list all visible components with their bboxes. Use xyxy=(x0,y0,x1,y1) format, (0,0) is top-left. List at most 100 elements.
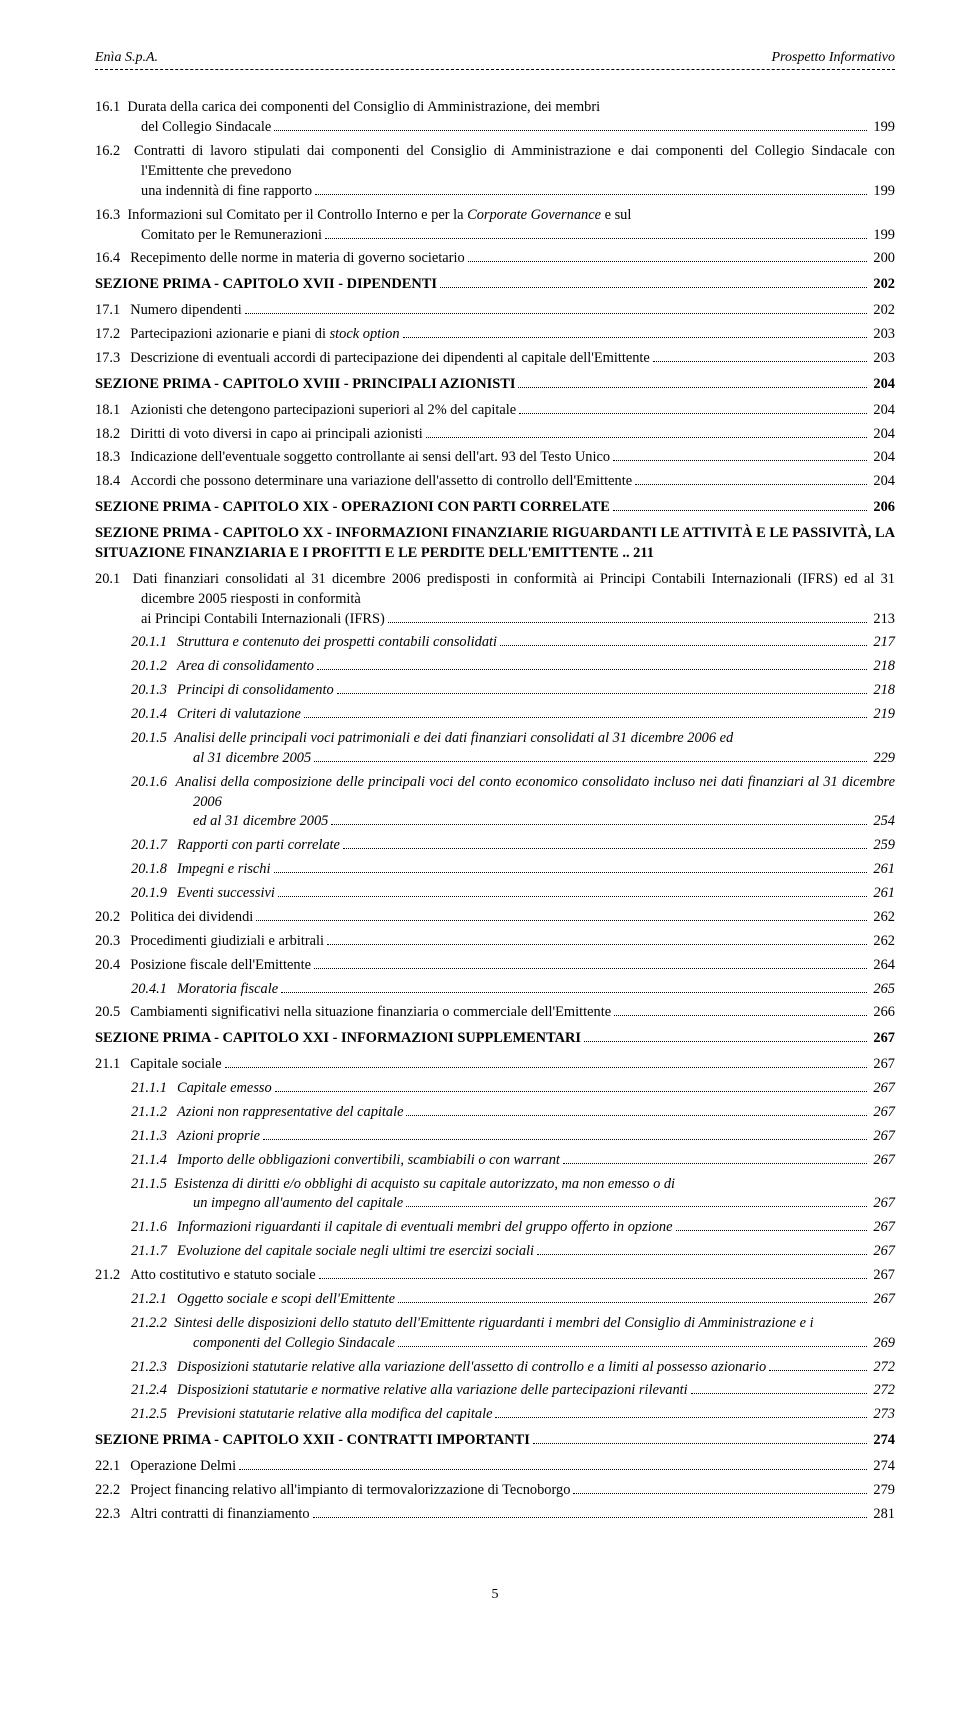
toc-entry: 20.1.1Struttura e contenuto dei prospett… xyxy=(95,633,895,653)
toc-leader xyxy=(537,1254,867,1255)
toc-num: 18.2 xyxy=(95,425,130,445)
toc-text: componenti del Collegio Sindacale xyxy=(193,1334,395,1354)
toc-leader xyxy=(653,361,868,362)
toc-leader xyxy=(613,510,868,511)
toc-page: 213 xyxy=(870,610,895,630)
toc-text: Principi di consolidamento xyxy=(177,681,334,701)
toc-page: 267 xyxy=(870,1194,895,1214)
toc-entry: 20.1.5 Analisi delle principali voci pat… xyxy=(95,729,895,769)
toc-leader xyxy=(769,1370,867,1371)
toc-text: Cambiamenti significativi nella situazio… xyxy=(130,1003,611,1023)
toc-entry: 16.2 Contratti di lavoro stipulati dai c… xyxy=(95,142,895,202)
toc-entry: SEZIONE PRIMA - CAPITOLO XIX - OPERAZION… xyxy=(95,498,895,518)
toc-num: 20.1.8 xyxy=(131,860,177,880)
toc-page: 204 xyxy=(870,401,895,421)
toc-text: Procedimenti giudiziali e arbitrali xyxy=(130,932,324,952)
toc-page: 204 xyxy=(870,472,895,492)
toc-num: 21.2.5 xyxy=(131,1405,177,1425)
table-of-contents: 16.1 Durata della carica dei componenti … xyxy=(95,98,895,1524)
toc-text: Moratoria fiscale xyxy=(177,980,278,1000)
toc-leader xyxy=(315,194,867,195)
toc-entry: 21.1.1Capitale emesso267 xyxy=(95,1079,895,1099)
toc-entry: 18.3Indicazione dell'eventuale soggetto … xyxy=(95,448,895,468)
toc-text: Informazioni riguardanti il capitale di … xyxy=(177,1218,673,1238)
toc-leader xyxy=(225,1067,868,1068)
toc-page: 199 xyxy=(870,182,895,202)
toc-text: Comitato per le Remunerazioni xyxy=(141,226,322,246)
toc-page: 254 xyxy=(870,812,895,832)
toc-page: 272 xyxy=(870,1358,895,1378)
toc-page: 267 xyxy=(870,1055,895,1075)
toc-text: ai Principi Contabili Internazionali (IF… xyxy=(141,610,385,630)
toc-text: un impegno all'aumento del capitale xyxy=(193,1194,403,1214)
toc-entry: 20.1.7Rapporti con parti correlate259 xyxy=(95,836,895,856)
toc-entry: 20.5Cambiamenti significativi nella situ… xyxy=(95,1003,895,1023)
toc-num: 16.2 xyxy=(95,143,120,159)
toc-leader xyxy=(245,313,868,314)
toc-num: 20.1.4 xyxy=(131,705,177,725)
toc-leader xyxy=(337,693,868,694)
toc-num: 22.1 xyxy=(95,1457,130,1477)
toc-page: 204 xyxy=(870,375,895,395)
toc-num: 21.1.6 xyxy=(131,1218,177,1238)
toc-text: Rapporti con parti correlate xyxy=(177,836,340,856)
toc-entry: 21.2.3Disposizioni statutarie relative a… xyxy=(95,1358,895,1378)
toc-num: 21.1.3 xyxy=(131,1127,177,1147)
toc-text: Atto costitutivo e statuto sociale xyxy=(130,1266,315,1286)
toc-page: 267 xyxy=(870,1218,895,1238)
toc-leader xyxy=(343,848,867,849)
toc-text: Politica dei dividendi xyxy=(130,908,253,928)
toc-num: 22.3 xyxy=(95,1505,130,1525)
toc-leader xyxy=(313,1517,868,1518)
toc-page: 259 xyxy=(870,836,895,856)
toc-leader xyxy=(468,261,868,262)
toc-entry: 20.1 Dati finanziari consolidati al 31 d… xyxy=(95,570,895,630)
toc-leader xyxy=(613,460,867,461)
toc-entry: 16.4Recepimento delle norme in materia d… xyxy=(95,249,895,269)
toc-leader xyxy=(239,1469,867,1470)
toc-page: 281 xyxy=(870,1505,895,1525)
toc-num: 21.1.1 xyxy=(131,1079,177,1099)
toc-page: 204 xyxy=(870,425,895,445)
toc-leader xyxy=(281,992,867,993)
toc-page: 272 xyxy=(870,1381,895,1401)
toc-num: 21.2.3 xyxy=(131,1358,177,1378)
toc-text: del Collegio Sindacale xyxy=(141,118,271,138)
toc-num: 17.3 xyxy=(95,349,130,369)
toc-text: una indennità di fine rapporto xyxy=(141,182,312,202)
toc-leader xyxy=(563,1163,867,1164)
toc-text: SEZIONE PRIMA - CAPITOLO XXI - INFORMAZI… xyxy=(95,1029,581,1049)
header-rule xyxy=(95,69,895,70)
toc-num: 20.1.6 xyxy=(131,774,167,790)
toc-leader xyxy=(274,130,867,131)
toc-text: Azioni non rappresentative del capitale xyxy=(177,1103,403,1123)
toc-num: 21.2 xyxy=(95,1266,130,1286)
toc-text: Operazione Delmi xyxy=(130,1457,236,1477)
header-right: Prospetto Informativo xyxy=(771,48,895,67)
toc-leader xyxy=(406,1115,867,1116)
toc-entry: 17.1Numero dipendenti202 xyxy=(95,301,895,321)
toc-entry: 22.2Project financing relativo all'impia… xyxy=(95,1481,895,1501)
toc-num: 20.1.1 xyxy=(131,633,177,653)
toc-text: Azionisti che detengono partecipazioni s… xyxy=(130,401,516,421)
toc-page: 267 xyxy=(870,1151,895,1171)
toc-page: 267 xyxy=(870,1127,895,1147)
toc-entry: 17.3Descrizione di eventuali accordi di … xyxy=(95,349,895,369)
toc-text: Posizione fiscale dell'Emittente xyxy=(130,956,311,976)
toc-text: SEZIONE PRIMA - CAPITOLO XVII - DIPENDEN… xyxy=(95,275,437,295)
toc-page: 267 xyxy=(870,1079,895,1099)
toc-entry: 20.4Posizione fiscale dell'Emittente264 xyxy=(95,956,895,976)
toc-page: 202 xyxy=(870,275,895,295)
toc-leader xyxy=(398,1302,867,1303)
toc-num: 20.4 xyxy=(95,956,130,976)
toc-entry: 21.2.2 Sintesi delle disposizioni dello … xyxy=(95,1314,895,1354)
toc-text: Partecipazioni azionarie e piani di stoc… xyxy=(130,325,399,345)
toc-leader xyxy=(635,484,867,485)
toc-leader xyxy=(691,1393,868,1394)
toc-num: 20.3 xyxy=(95,932,130,952)
toc-leader xyxy=(519,413,867,414)
page-number: 5 xyxy=(492,1587,499,1602)
toc-leader xyxy=(676,1230,868,1231)
toc-text: Impegni e rischi xyxy=(177,860,271,880)
toc-entry: 21.1.4Importo delle obbligazioni convert… xyxy=(95,1151,895,1171)
